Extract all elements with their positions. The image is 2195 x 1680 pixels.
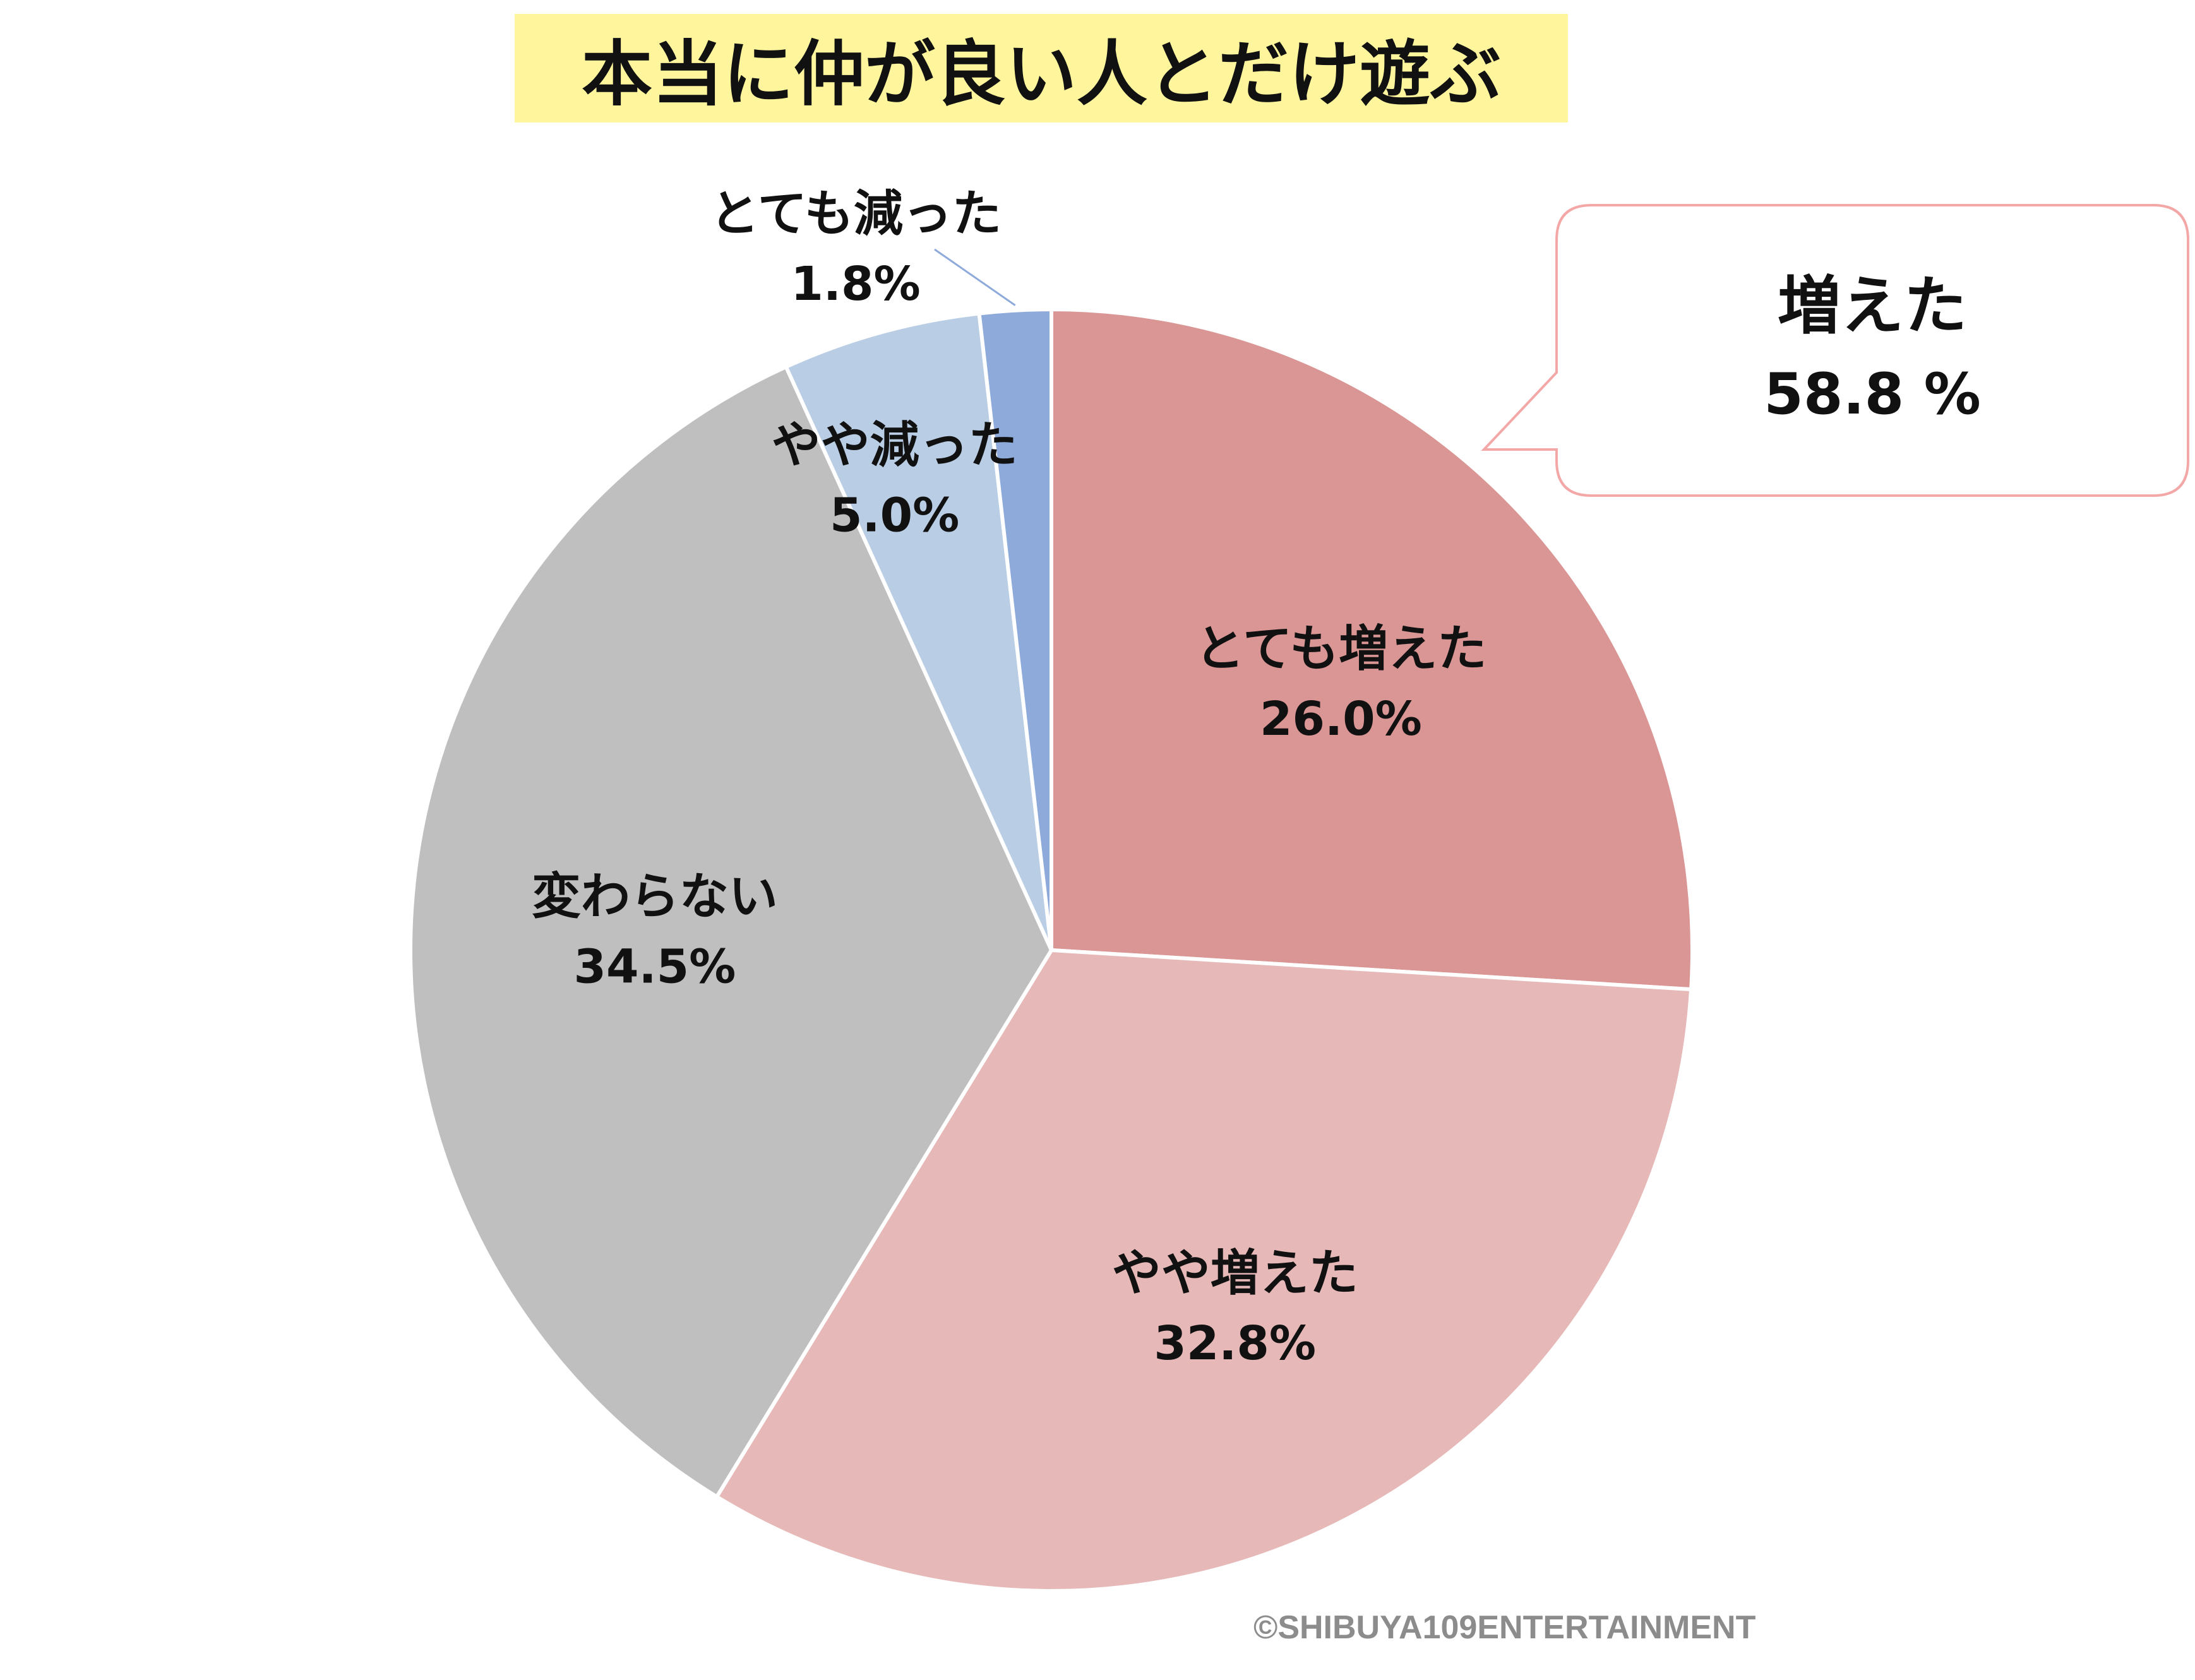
chart-title: 本当に仲が良い人とだけ遊ぶ (515, 14, 1568, 122)
slice-label: やや増えた (1112, 1245, 1358, 1302)
slice-value: 34.5% (574, 940, 736, 994)
callout-value: 58.8 % (1764, 361, 1981, 427)
slice-value: 32.8% (1154, 1316, 1316, 1371)
copyright-notice: ©SHIBUYA109ENTERTAINMENT (1253, 1609, 1756, 1646)
callout: 増えた 58.8 % (1557, 205, 2188, 496)
pie-slice (783, 311, 1053, 951)
pie-slice (409, 364, 1054, 1499)
slice-label: とても減った (710, 186, 1002, 242)
slice-label: とても増えた (1195, 621, 1487, 677)
pie-slice (977, 307, 1053, 951)
pie-slice (714, 948, 1694, 1593)
slice-value: 26.0% (1260, 692, 1422, 746)
slice-value: 5.0% (830, 489, 959, 543)
slice-label: 変わらない (532, 869, 778, 926)
callout-label: 増えた (1778, 269, 1967, 343)
pie-slice (1050, 307, 1694, 992)
slice-label: やや減った (772, 417, 1018, 474)
leader-line (934, 248, 1016, 306)
callout-box (1481, 204, 2189, 497)
slice-value: 1.8% (791, 257, 920, 311)
